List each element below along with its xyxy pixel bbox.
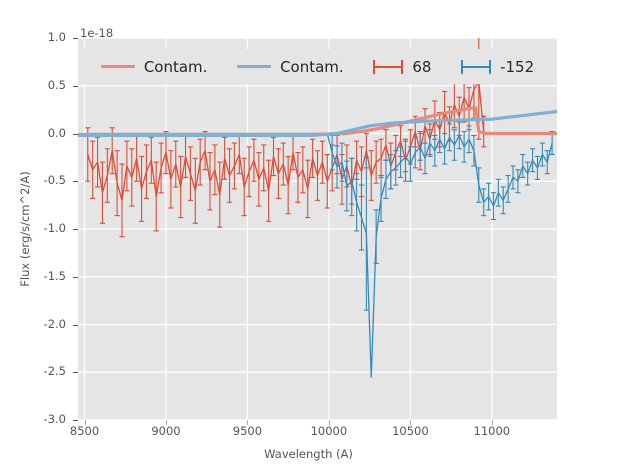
x-axis-tick — [328, 420, 330, 425]
y-axis-tick-label: 1.0 — [47, 30, 66, 44]
legend-label: Contam. — [143, 57, 208, 76]
y-axis-tick-label: -1.0 — [43, 221, 66, 235]
legend-line-swatch-icon — [100, 65, 135, 68]
legend-item[interactable]: Contam. — [237, 58, 344, 76]
legend-label: Contam. — [280, 57, 344, 76]
x-axis-tick-label: 8500 — [69, 424, 100, 438]
x-axis-tick — [491, 420, 493, 425]
y-axis-exponent: 1e-18 — [80, 26, 114, 40]
y-axis-tick-label: -2.5 — [43, 364, 66, 379]
y-axis-tick — [73, 229, 78, 230]
x-axis-tick-label: 11000 — [473, 424, 511, 438]
x-axis-tick — [165, 420, 167, 425]
legend-item[interactable]: 68 — [373, 58, 431, 76]
y-axis-tick-label: -1.5 — [43, 268, 66, 283]
y-axis-tick — [73, 133, 78, 135]
x-axis-tick-label: 10500 — [392, 424, 429, 438]
y-axis-tick — [73, 38, 78, 39]
data-series-layer — [78, 38, 557, 378]
y-axis-tick — [73, 420, 78, 421]
legend-item[interactable]: -152 — [461, 58, 534, 76]
x-axis-tick-label: 10000 — [310, 424, 348, 438]
legend-label: -152 — [500, 57, 535, 76]
legend-errorbar-swatch-icon — [461, 59, 492, 74]
legend-errorbar-swatch-icon — [373, 59, 404, 74]
x-axis-tick — [247, 420, 249, 425]
x-axis-label: Wavelength (A) — [264, 447, 353, 461]
x-axis-tick-label: 9000 — [151, 424, 181, 438]
y-axis-tick — [73, 181, 78, 183]
legend-label: 68 — [412, 57, 432, 76]
x-axis-tick — [410, 420, 412, 425]
y-axis-tick — [73, 324, 78, 326]
legend-line-swatch-icon — [237, 65, 272, 68]
y-axis-tick — [73, 85, 78, 87]
y-axis-tick — [73, 276, 78, 278]
y-axis-tick — [73, 372, 78, 374]
y-axis-label: Flux (erg/s/cm^2/A) — [18, 171, 32, 287]
legend[interactable]: Contam. Contam. 68 -152 — [82, 49, 553, 84]
y-axis-tick-label: -2.0 — [43, 316, 66, 331]
y-axis-tick-label: 0.5 — [47, 77, 66, 92]
x-axis-tick-label: 9500 — [232, 424, 263, 438]
plot-area — [78, 38, 557, 420]
y-axis-tick-label: -3.0 — [43, 412, 66, 426]
legend-item[interactable]: Contam. — [100, 57, 208, 76]
y-axis-tick-label: -0.5 — [43, 173, 66, 188]
x-axis-tick — [84, 420, 86, 425]
y-axis-tick-label: 0.0 — [47, 125, 66, 140]
